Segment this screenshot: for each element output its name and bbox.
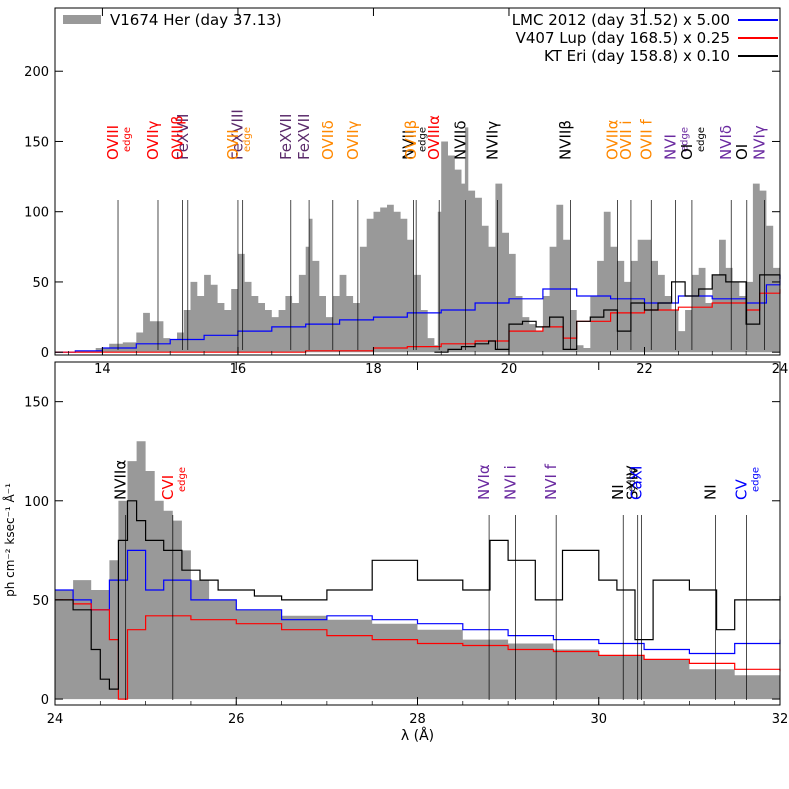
legend-label-2: KT Eri (day 158.8) x 0.10 [544,47,730,65]
line-label-top-5: OVII [224,129,242,160]
y-tick-label-bottom-3: 150 [24,396,49,411]
line-label-bottom-2: NVIα [475,464,493,500]
line-label-bottom-1: CVI [159,475,177,500]
series-top-2 [55,289,781,353]
y-tick-label-top-2: 100 [24,206,49,221]
line-label-bottom-9: CV [732,479,750,500]
line-label-top-9: OVIIγ [344,120,362,160]
x-tick-label-top-3: 20 [501,362,518,377]
line-label-top-22: OI [733,144,751,160]
series-bottom-1 [55,549,781,655]
x-tick-label-bottom-1: 26 [228,712,245,727]
line-label-top-17: OVII i [617,120,635,160]
y-tick-label-top-3: 150 [24,135,49,150]
line-label-top-14: NVIIγ [483,121,501,160]
line-label-sub-bottom-1: edge [177,467,188,492]
y-tick-label-top-4: 200 [24,65,49,80]
line-label-bottom-7: CaXI [627,466,645,500]
legend-main-label: V1674 Her (day 37.13) [110,11,282,29]
y-tick-label-top-0: 0 [41,346,49,361]
series-top-3 [434,274,781,353]
line-label-top-20: OI [678,144,696,160]
line-label-sub-bottom-5: edge [627,467,638,492]
line-label-top-18: OVII f [637,119,655,160]
line-label-top-1: OVIIγ [144,120,162,160]
line-label-top-12: OVIIIα [425,115,443,160]
y-tick-label-bottom-0: 0 [41,693,49,708]
line-label-top-15: NVIIβ [557,120,575,160]
line-label-top-16: OVIIα [603,119,621,160]
x-tick-label-bottom-2: 28 [409,712,426,727]
y-axis-label: ph cm⁻² ksec⁻¹ Å⁻¹ [2,483,17,597]
legend-swatch-main [63,15,101,24]
line-label-sub-bottom-9: edge [750,467,761,492]
y-tick-label-top-1: 50 [32,276,49,291]
line-label-top-19: NVI [662,134,680,160]
line-label-bottom-3: NVI i [501,465,519,500]
x-tick-label-top-1: 16 [230,362,247,377]
line-label-sub-top-5: edge [242,127,253,152]
x-tick-label-top-4: 22 [636,362,653,377]
line-label-bottom-5: NI [609,484,627,500]
line-label-top-11: OVIIβ [402,120,420,160]
y-tick-label-bottom-1: 50 [32,594,49,609]
line-label-top-2: FeXVII [174,114,192,160]
legend-label-1: V407 Lup (day 168.5) x 0.25 [516,29,730,47]
x-tick-label-bottom-0: 24 [47,712,64,727]
x-axis-label: λ (Å) [401,727,434,744]
line-label-top-4: FeXVIII [229,109,247,160]
line-label-sub-top-0: edge [122,127,133,152]
line-label-top-23: NVIγ [750,125,768,160]
line-label-sub-top-19: edge [680,127,691,152]
line-label-top-10: NVII [399,130,417,160]
line-label-bottom-0: NVIIα [112,460,130,500]
x-tick-label-bottom-4: 32 [772,712,789,727]
line-label-top-7: FeXVII [295,114,313,160]
line-label-top-8: OVIIδ [319,120,337,160]
line-label-top-3: OVIIIβ [168,115,186,160]
y-tick-label-bottom-2: 100 [24,495,49,510]
line-label-top-6: FeXVII [277,114,295,160]
x-tick-label-top-2: 18 [365,362,382,377]
line-label-top-0: OVIII [104,125,122,160]
x-tick-label-top-0: 14 [94,362,111,377]
plot-frame-top [54,7,781,356]
panel-bottom: NVIIα CVI edge NVIα NVI i NVI f NIedgeSXIVCaXI… [2,361,789,744]
x-tick-label-bottom-3: 30 [590,712,607,727]
series-bottom-2 [55,599,781,700]
series-bottom-3 [55,500,781,690]
line-label-bottom-6: SXIV [624,465,642,500]
series-top-0 [55,127,780,353]
line-label-sub-top-10: edge [417,127,428,152]
line-label-sub-top-20: edge [696,127,707,152]
line-label-bottom-8: NI [702,484,720,500]
line-label-top-21: NVIδ [717,125,735,160]
line-label-bottom-4: NVI f [542,463,560,500]
line-label-top-13: NVIIδ [452,120,470,160]
series-bottom-0 [55,441,780,700]
legend-label-0: LMC 2012 (day 31.52) x 5.00 [512,11,730,29]
